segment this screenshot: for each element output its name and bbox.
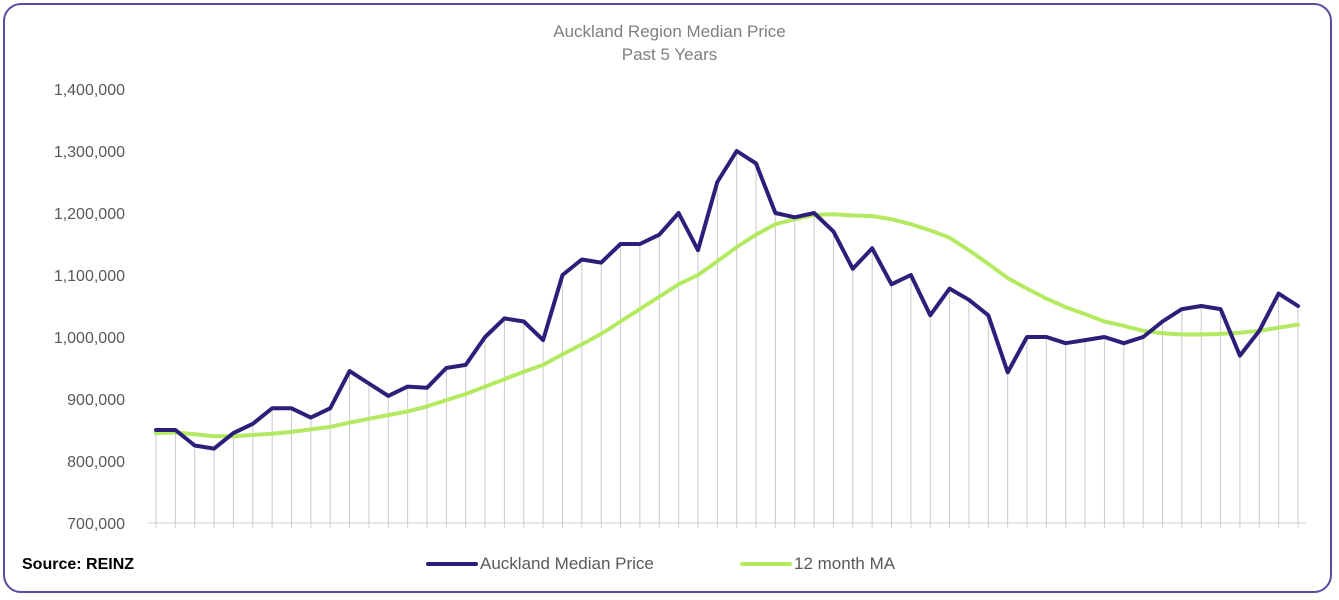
y-tick-label: 1,000,000 bbox=[54, 330, 125, 347]
chart-title: Auckland Region Median Price bbox=[553, 22, 786, 41]
legend-label-median: Auckland Median Price bbox=[480, 554, 654, 573]
y-tick-label: 700,000 bbox=[67, 516, 125, 533]
y-tick-label: 800,000 bbox=[67, 454, 125, 471]
legend-swatch-median bbox=[426, 562, 478, 566]
series-line-ma bbox=[154, 212, 1300, 439]
legend-swatch-ma bbox=[740, 562, 792, 566]
series-layer bbox=[154, 149, 1300, 451]
legend-label-ma: 12 month MA bbox=[794, 554, 896, 573]
chart-frame bbox=[3, 3, 1332, 593]
y-tick-label: 1,100,000 bbox=[54, 268, 125, 285]
y-tick-label: 1,200,000 bbox=[54, 206, 125, 223]
y-tick-label: 900,000 bbox=[67, 392, 125, 409]
series-line-median bbox=[154, 149, 1300, 451]
y-tick-label: 1,300,000 bbox=[54, 144, 125, 161]
legend-item-median: Auckland Median Price bbox=[426, 553, 654, 575]
x-axis bbox=[148, 522, 1306, 528]
chart-subtitle: Past 5 Years bbox=[621, 45, 718, 64]
drop-lines bbox=[155, 151, 1299, 523]
y-tick-label: 1,400,000 bbox=[54, 82, 125, 99]
y-axis: 700,000 800,000 900,000 1,000,000 1,100,000 1… bbox=[54, 82, 125, 533]
legend-item-ma: 12 month MA bbox=[740, 553, 895, 575]
source-note: Source: REINZ bbox=[22, 556, 135, 573]
